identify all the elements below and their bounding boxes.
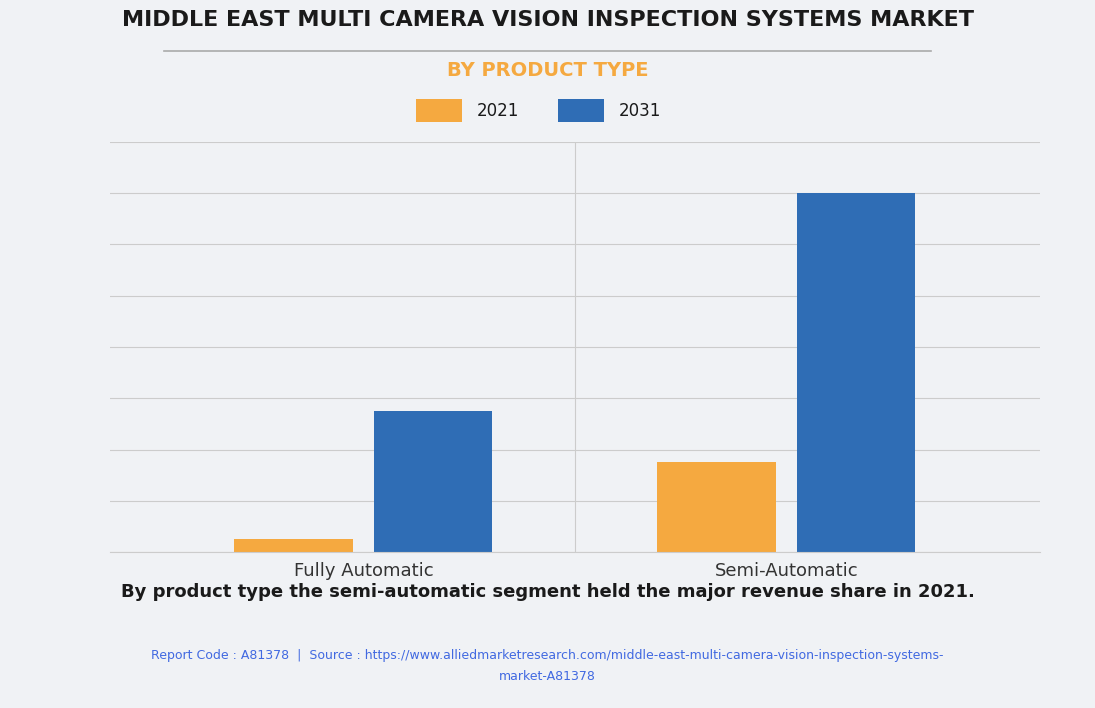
Bar bbox=[797, 193, 915, 552]
Text: MIDDLE EAST MULTI CAMERA VISION INSPECTION SYSTEMS MARKET: MIDDLE EAST MULTI CAMERA VISION INSPECTI… bbox=[122, 10, 973, 30]
Text: By product type the semi-automatic segment held the major revenue share in 2021.: By product type the semi-automatic segme… bbox=[120, 583, 975, 601]
Text: Report Code : A81378  |  Source : https://www.alliedmarketresearch.com/middle-ea: Report Code : A81378 | Source : https://… bbox=[151, 649, 944, 683]
FancyBboxPatch shape bbox=[416, 99, 462, 122]
FancyBboxPatch shape bbox=[558, 99, 604, 122]
Text: BY PRODUCT TYPE: BY PRODUCT TYPE bbox=[447, 61, 648, 80]
Text: 2021: 2021 bbox=[476, 102, 519, 120]
Bar bbox=[234, 539, 353, 552]
Bar bbox=[657, 462, 776, 552]
Bar bbox=[373, 411, 493, 552]
Text: 2031: 2031 bbox=[619, 102, 661, 120]
